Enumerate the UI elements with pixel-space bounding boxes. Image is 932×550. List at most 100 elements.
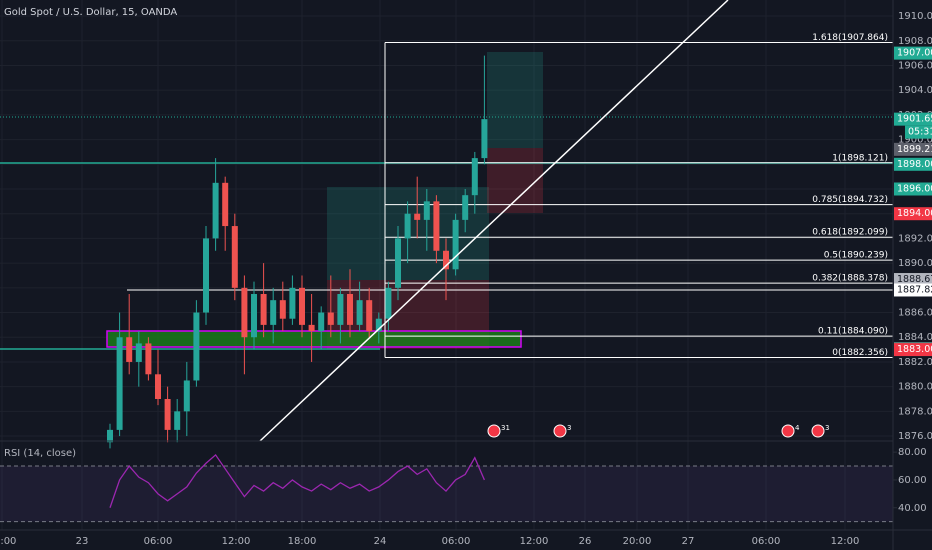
fib-label: 0.785(1894.732) xyxy=(812,195,888,205)
rsi-tick-label: 40.00 xyxy=(898,503,927,514)
event-icon xyxy=(487,424,501,438)
price-label-box xyxy=(894,343,932,357)
y-tick-label: 1876.000 xyxy=(898,431,932,442)
candle-body xyxy=(347,294,353,325)
rsi-title: RSI (14, close) xyxy=(4,448,76,459)
candle-body xyxy=(135,343,142,362)
candle-body xyxy=(404,213,411,239)
candle-body xyxy=(260,294,267,325)
x-tick-label: 27 xyxy=(682,536,695,547)
candle-body xyxy=(299,287,305,325)
countdown: 05:31 xyxy=(908,127,932,138)
countdown-box xyxy=(905,125,932,139)
candle-body xyxy=(183,380,190,412)
candles xyxy=(107,55,488,449)
candle-body xyxy=(462,195,469,220)
rsi-tick-label: 80.00 xyxy=(898,447,927,458)
event-count: 3 xyxy=(825,424,829,432)
candle-body xyxy=(471,158,478,196)
candle-body xyxy=(107,429,113,443)
y-tick-label: 1882.000 xyxy=(898,357,932,368)
candle-body xyxy=(356,300,363,325)
candle-body xyxy=(308,324,315,332)
candle-body xyxy=(231,226,238,288)
candle-body xyxy=(337,294,344,325)
candle-body xyxy=(270,300,277,325)
fib-retracement: 1.618(1907.864) 1(1898.121) 0.785(1894.732… xyxy=(384,33,893,359)
x-tick-label: 06:00 xyxy=(442,536,471,547)
candle-body xyxy=(222,182,229,227)
x-tick-label: 12:00 xyxy=(520,536,549,547)
price-label-box xyxy=(894,46,932,60)
candle-body xyxy=(279,300,286,319)
candle-body xyxy=(212,182,219,239)
x-tick-label: 12:00 xyxy=(831,536,860,547)
candle-body xyxy=(318,312,325,332)
price-label-box xyxy=(894,142,932,156)
fib-label: 1(1898.121) xyxy=(832,153,888,163)
price-label-box xyxy=(894,273,932,287)
x-tick-label: 06:00 xyxy=(752,536,781,547)
candle-body xyxy=(443,250,449,270)
price-label: 1898.000 xyxy=(897,159,932,170)
candle-body xyxy=(385,287,392,319)
event-icon xyxy=(781,424,795,438)
candle-body xyxy=(155,374,161,399)
events: 31 3 4 3 xyxy=(487,424,829,438)
y-tick-label: 1906.000 xyxy=(898,60,932,71)
x-tick-label: 23 xyxy=(76,536,89,547)
fib-label: 0.11(1884.090) xyxy=(818,327,888,337)
y-tick-label: 1900.000 xyxy=(898,135,932,146)
candle-body xyxy=(116,337,123,430)
y-tick-label: 1910.000 xyxy=(898,11,932,22)
price-label-box xyxy=(894,182,932,196)
price-label: 1887.825 xyxy=(897,284,932,295)
rsi-band xyxy=(0,466,893,522)
price-label-box xyxy=(894,283,932,297)
fib-label: 0.382(1888.378) xyxy=(812,274,888,284)
event-icon xyxy=(553,424,567,438)
candle-body xyxy=(423,201,430,220)
price-label-box xyxy=(894,112,932,126)
rsi-line xyxy=(109,453,485,508)
event-count: 3 xyxy=(567,424,571,432)
range-box xyxy=(106,330,522,348)
x-tick-label: 26 xyxy=(579,536,592,547)
candle-body xyxy=(241,287,248,338)
y-tick-label: 1892.000 xyxy=(898,233,932,244)
y-tick-label: 1886.000 xyxy=(898,308,932,319)
candle-body xyxy=(174,411,181,430)
event-count: 31 xyxy=(501,424,510,432)
price-label: 1901.655 xyxy=(897,114,932,125)
candle-body xyxy=(433,201,440,251)
candle-body xyxy=(481,119,488,159)
y-tick-label: 1880.000 xyxy=(898,382,932,393)
trend-line xyxy=(259,0,729,442)
candle-body xyxy=(251,294,257,338)
price-label: 1907.000 xyxy=(897,48,932,59)
chart-title: Gold Spot / U.S. Dollar, 15, OANDA xyxy=(4,7,177,18)
y-tick-label: 1878.000 xyxy=(898,406,932,417)
candle-body xyxy=(145,343,152,375)
fib-label: 0.618(1892.099) xyxy=(812,228,888,238)
y-tick-label: 1908.000 xyxy=(898,36,932,47)
candle-body xyxy=(126,337,133,362)
price-axis: 1876.000 1878.000 1880.000 1882.000 1884.000… xyxy=(894,11,932,514)
event-count: 4 xyxy=(795,424,800,432)
x-tick-label: 18:00 xyxy=(288,536,317,547)
x-tick-label: 18:00 xyxy=(0,536,16,547)
candle-body xyxy=(375,318,382,332)
rsi-tick-label: 60.00 xyxy=(898,475,927,486)
fib-label: 1.618(1907.864) xyxy=(812,33,888,43)
price-label: 1894.000 xyxy=(897,208,932,219)
y-tick-label: 1890.000 xyxy=(898,258,932,269)
candle-body xyxy=(164,399,171,430)
price-label: 1896.000 xyxy=(897,184,932,195)
candle-body xyxy=(366,300,373,332)
price-label: 1888.670 xyxy=(897,274,932,285)
long-position-loss xyxy=(487,148,543,213)
candle-body xyxy=(452,219,459,270)
y-tick-label: 1904.000 xyxy=(898,85,932,96)
